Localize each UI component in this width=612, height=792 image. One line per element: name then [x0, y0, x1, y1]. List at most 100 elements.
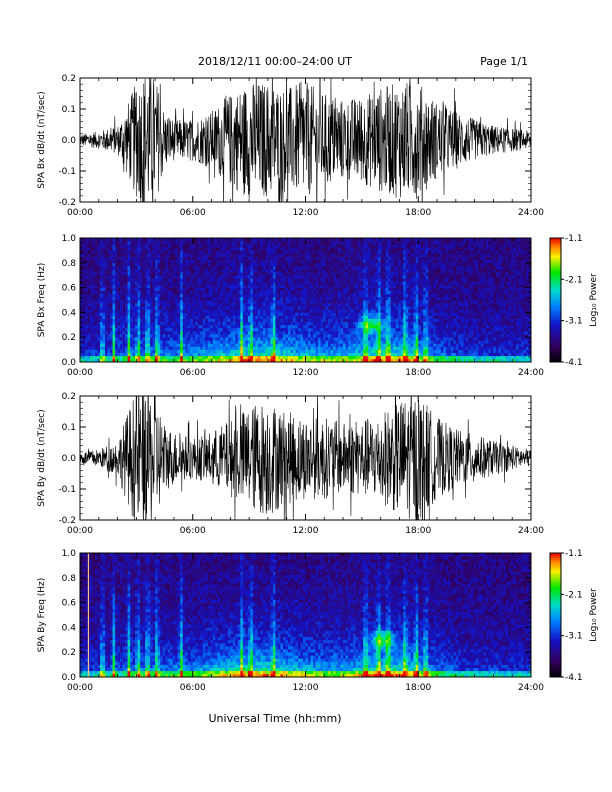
spectrogram-cell	[242, 306, 246, 310]
spectrogram-cell	[222, 275, 226, 279]
spectrogram-cell	[282, 281, 286, 285]
spectrogram-cell	[187, 238, 191, 242]
spectrogram-cell	[355, 290, 359, 295]
spectrogram-cell	[147, 321, 151, 326]
spectrogram-cell	[227, 309, 231, 313]
spectrogram-cell	[375, 262, 379, 267]
spectrogram-cell	[97, 306, 101, 310]
spectrogram-cell	[350, 256, 354, 260]
spectrogram-cell	[250, 244, 254, 248]
spectrogram-cell	[345, 278, 349, 282]
spectrogram-cell	[97, 343, 101, 347]
spectrogram-cell	[348, 287, 351, 291]
spectrogram-cell	[107, 265, 111, 270]
spectrogram-cell	[265, 269, 269, 273]
spectrogram-cell	[200, 262, 204, 267]
spectrogram-cell	[272, 269, 276, 273]
spectrogram-cell	[320, 346, 324, 350]
spectrogram-cell	[160, 281, 163, 285]
spectrogram-cell	[120, 355, 123, 360]
spectrogram-cell	[165, 324, 168, 329]
spectrogram-cell	[200, 324, 204, 329]
spectrogram-cell	[328, 269, 331, 273]
spectrogram-cell	[142, 265, 146, 270]
spectrogram-cell	[217, 321, 221, 326]
spectrogram-cell	[232, 321, 236, 326]
spectrogram-cell	[380, 324, 384, 329]
spectrogram-cell	[360, 355, 364, 360]
spectrogram-cell	[255, 352, 259, 357]
spectrogram-cell	[285, 293, 289, 298]
spectrogram-cell	[315, 247, 319, 251]
spectrogram-cell	[170, 343, 174, 347]
spectrogram-cell	[195, 259, 199, 264]
spectrogram-cell	[122, 256, 126, 260]
spectrogram-cell	[230, 315, 234, 319]
spectrogram-cell	[125, 281, 128, 285]
spectrogram-cell	[122, 312, 126, 316]
spectrogram-cell	[318, 272, 321, 276]
spectrogram-cell	[165, 352, 168, 357]
spectrogram-cell	[182, 327, 186, 332]
spectrogram-cell	[343, 300, 346, 304]
spectrogram-cell	[360, 321, 364, 326]
spectrogram-cell	[177, 355, 181, 360]
spectrogram-cell	[92, 306, 96, 310]
spectrogram-cell	[227, 241, 231, 245]
spectrogram-cell	[222, 269, 226, 273]
spectrogram-cell	[237, 278, 241, 282]
spectrogram-cell	[318, 269, 321, 273]
spectrogram-cell	[200, 278, 204, 282]
spectrogram-cell	[147, 343, 151, 347]
spectrogram-cell	[302, 265, 306, 270]
spectrogram-cell	[165, 293, 168, 298]
spectrogram-cell	[353, 309, 356, 313]
spectrogram-cell	[185, 346, 189, 350]
spectrogram-cell	[157, 265, 161, 270]
spectrogram-cell	[247, 293, 251, 298]
spectrogram-cell	[350, 265, 354, 270]
spectrogram-cell	[313, 296, 316, 301]
spectrogram-cell	[80, 250, 83, 254]
spectrogram-cell	[175, 262, 179, 267]
spectrogram-cell	[380, 265, 384, 270]
spectrogram-cell	[105, 244, 108, 248]
spectrogram-cell	[255, 241, 259, 245]
spectrogram-cell	[252, 334, 256, 338]
spectrogram-cell	[217, 306, 221, 310]
spectrogram-cell	[110, 358, 113, 363]
spectrogram-cell	[297, 352, 301, 357]
spectrogram-cell	[155, 303, 158, 307]
spectrogram-cell	[270, 290, 274, 295]
spectrogram-cell	[82, 250, 86, 254]
spectrogram-cell	[220, 272, 224, 276]
spectrogram-cell	[205, 278, 209, 282]
spectrogram-cell	[105, 287, 108, 291]
spectrogram-cell	[237, 269, 241, 273]
spectrogram-cell	[190, 352, 194, 357]
spectrogram-cell	[200, 259, 204, 264]
spectrogram-cell	[170, 259, 174, 264]
spectrogram-cell	[175, 315, 179, 319]
spectrogram-cell	[160, 343, 163, 347]
spectrogram-cell	[125, 293, 128, 298]
spectrogram-cell	[358, 296, 361, 301]
spectrogram-cell	[370, 312, 374, 316]
spectrogram-cell	[345, 284, 349, 288]
spectrogram-cell	[142, 358, 146, 363]
spectrogram-cell	[373, 331, 376, 335]
spectrogram-cell	[313, 284, 316, 288]
spectrogram-cell	[348, 331, 351, 335]
spectrogram-cell	[180, 358, 184, 363]
spectrogram-cell	[343, 355, 346, 360]
spectrogram-cell	[318, 281, 321, 285]
spectrogram-cell	[227, 281, 231, 285]
spectrogram-cell	[190, 334, 194, 338]
spectrogram-cell	[353, 324, 356, 329]
spectrogram-cell	[290, 265, 294, 270]
plot-frame	[79, 77, 532, 203]
spectrogram-cell	[265, 318, 269, 322]
spectrogram-cell	[235, 244, 239, 248]
spectrogram-cell	[360, 300, 364, 304]
spectrogram-cell	[333, 349, 336, 353]
